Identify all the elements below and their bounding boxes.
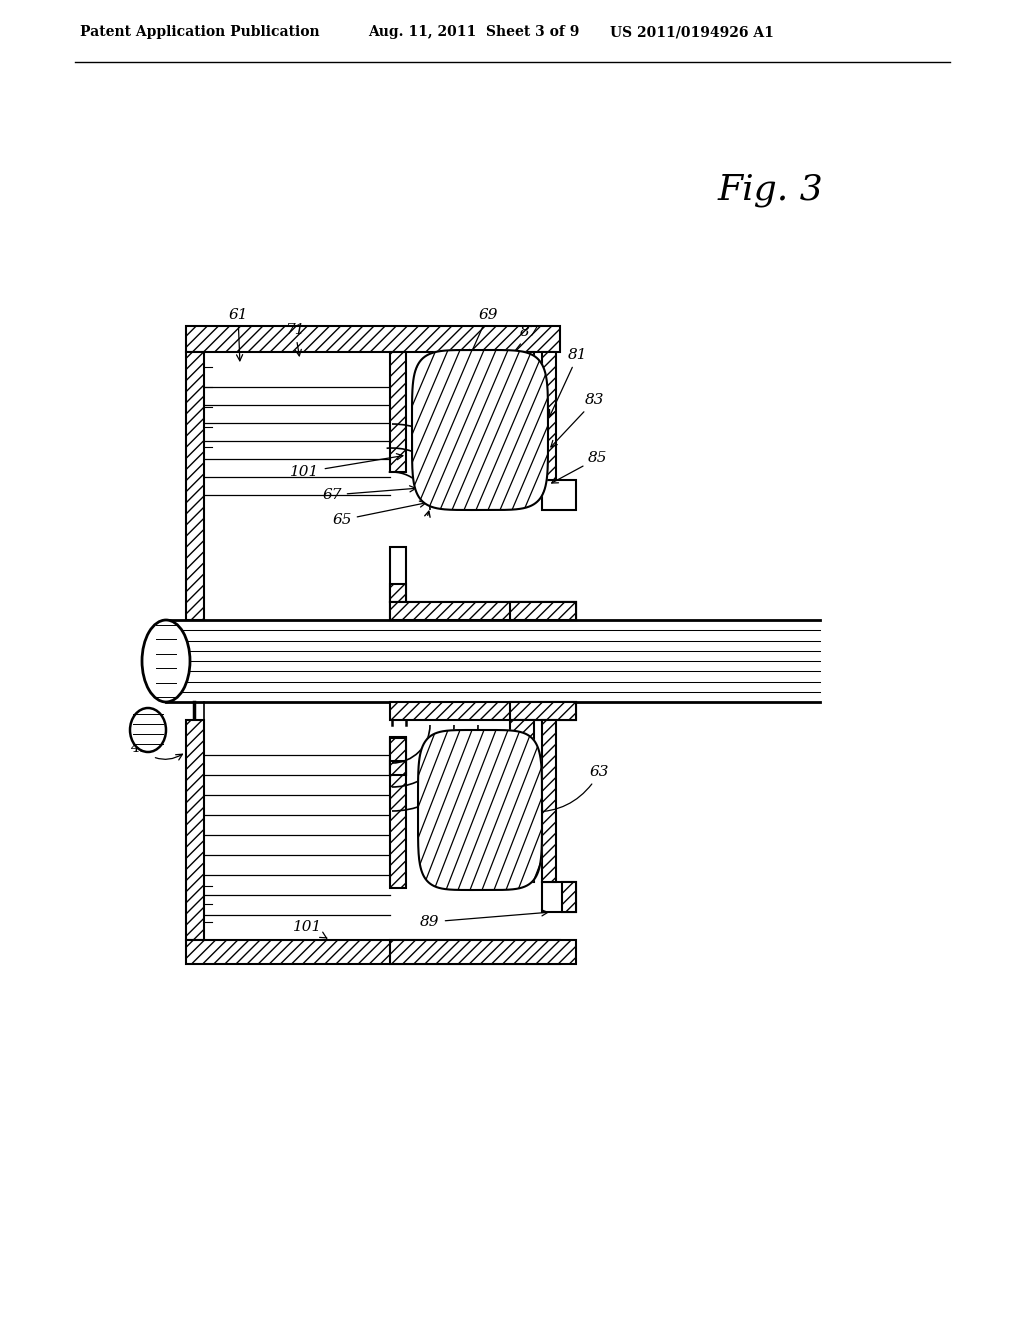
Text: 101: 101 bbox=[291, 454, 402, 479]
Text: 63: 63 bbox=[535, 766, 609, 814]
Bar bbox=[562, 882, 575, 912]
Bar bbox=[510, 352, 534, 480]
Text: 69: 69 bbox=[469, 308, 498, 356]
Text: 85: 85 bbox=[552, 451, 608, 483]
Bar bbox=[542, 480, 575, 510]
Text: 101: 101 bbox=[293, 920, 327, 939]
Bar bbox=[390, 602, 575, 620]
Bar bbox=[390, 762, 406, 775]
Bar bbox=[390, 583, 406, 602]
Bar bbox=[510, 702, 575, 719]
Bar bbox=[186, 940, 560, 964]
Ellipse shape bbox=[130, 708, 166, 752]
Text: 89: 89 bbox=[420, 909, 548, 929]
Polygon shape bbox=[418, 730, 542, 890]
Bar bbox=[390, 546, 406, 602]
Text: 49: 49 bbox=[130, 741, 182, 760]
Bar bbox=[186, 719, 204, 940]
Text: 65: 65 bbox=[332, 502, 426, 527]
Bar bbox=[186, 352, 204, 620]
Polygon shape bbox=[412, 350, 548, 510]
Bar bbox=[542, 719, 556, 882]
Text: 81: 81 bbox=[550, 348, 588, 416]
Text: 71: 71 bbox=[286, 323, 305, 356]
Text: 70: 70 bbox=[446, 738, 472, 788]
Text: 61: 61 bbox=[228, 308, 248, 360]
Ellipse shape bbox=[142, 620, 190, 702]
Text: 83: 83 bbox=[551, 393, 605, 447]
Bar bbox=[510, 719, 534, 882]
Bar bbox=[542, 882, 575, 912]
Text: 67: 67 bbox=[323, 486, 416, 502]
Bar bbox=[510, 602, 575, 620]
Text: Patent Application Publication: Patent Application Publication bbox=[80, 25, 319, 40]
Bar bbox=[390, 602, 575, 620]
Text: Fig. 3: Fig. 3 bbox=[718, 173, 823, 207]
Text: US 2011/0194926 A1: US 2011/0194926 A1 bbox=[610, 25, 774, 40]
Bar bbox=[390, 702, 575, 719]
Bar bbox=[542, 352, 556, 480]
Bar bbox=[186, 326, 560, 352]
Bar bbox=[390, 738, 406, 888]
Bar bbox=[390, 737, 406, 775]
Bar bbox=[390, 352, 406, 473]
Bar bbox=[390, 940, 575, 964]
Text: 87: 87 bbox=[471, 325, 540, 407]
Text: Aug. 11, 2011  Sheet 3 of 9: Aug. 11, 2011 Sheet 3 of 9 bbox=[368, 25, 580, 40]
